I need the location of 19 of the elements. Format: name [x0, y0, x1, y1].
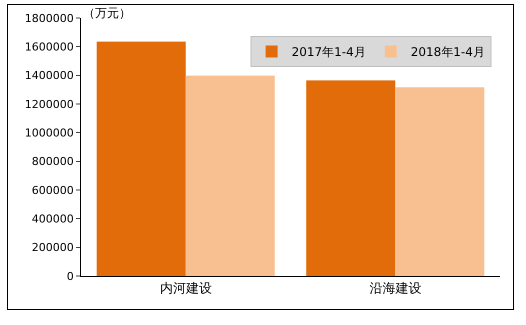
- y-tick-label: 200000: [32, 241, 74, 254]
- y-axis-title: （万元）: [83, 6, 131, 20]
- legend-label: 2018年1-4月: [410, 45, 485, 60]
- bar: [96, 42, 186, 276]
- y-tick-label: 400000: [32, 212, 74, 226]
- y-tick-label: 1400000: [24, 69, 74, 82]
- y-tick-label: 1200000: [24, 98, 74, 111]
- x-tick-label: 内河建设: [160, 282, 212, 297]
- y-tick-label: 1000000: [24, 126, 74, 140]
- legend-label: 2017年1-4月: [292, 45, 366, 60]
- y-tick-label: 0: [66, 270, 74, 283]
- x-tick-label: 沿海建设: [369, 282, 422, 297]
- y-tick-label: 1800000: [24, 12, 74, 25]
- y-tick-label: 800000: [32, 155, 74, 168]
- bar: [306, 80, 396, 276]
- bar: [395, 87, 484, 276]
- y-tick-label: 1600000: [24, 40, 74, 54]
- bar: [186, 76, 275, 276]
- y-tick-label: 600000: [32, 184, 74, 197]
